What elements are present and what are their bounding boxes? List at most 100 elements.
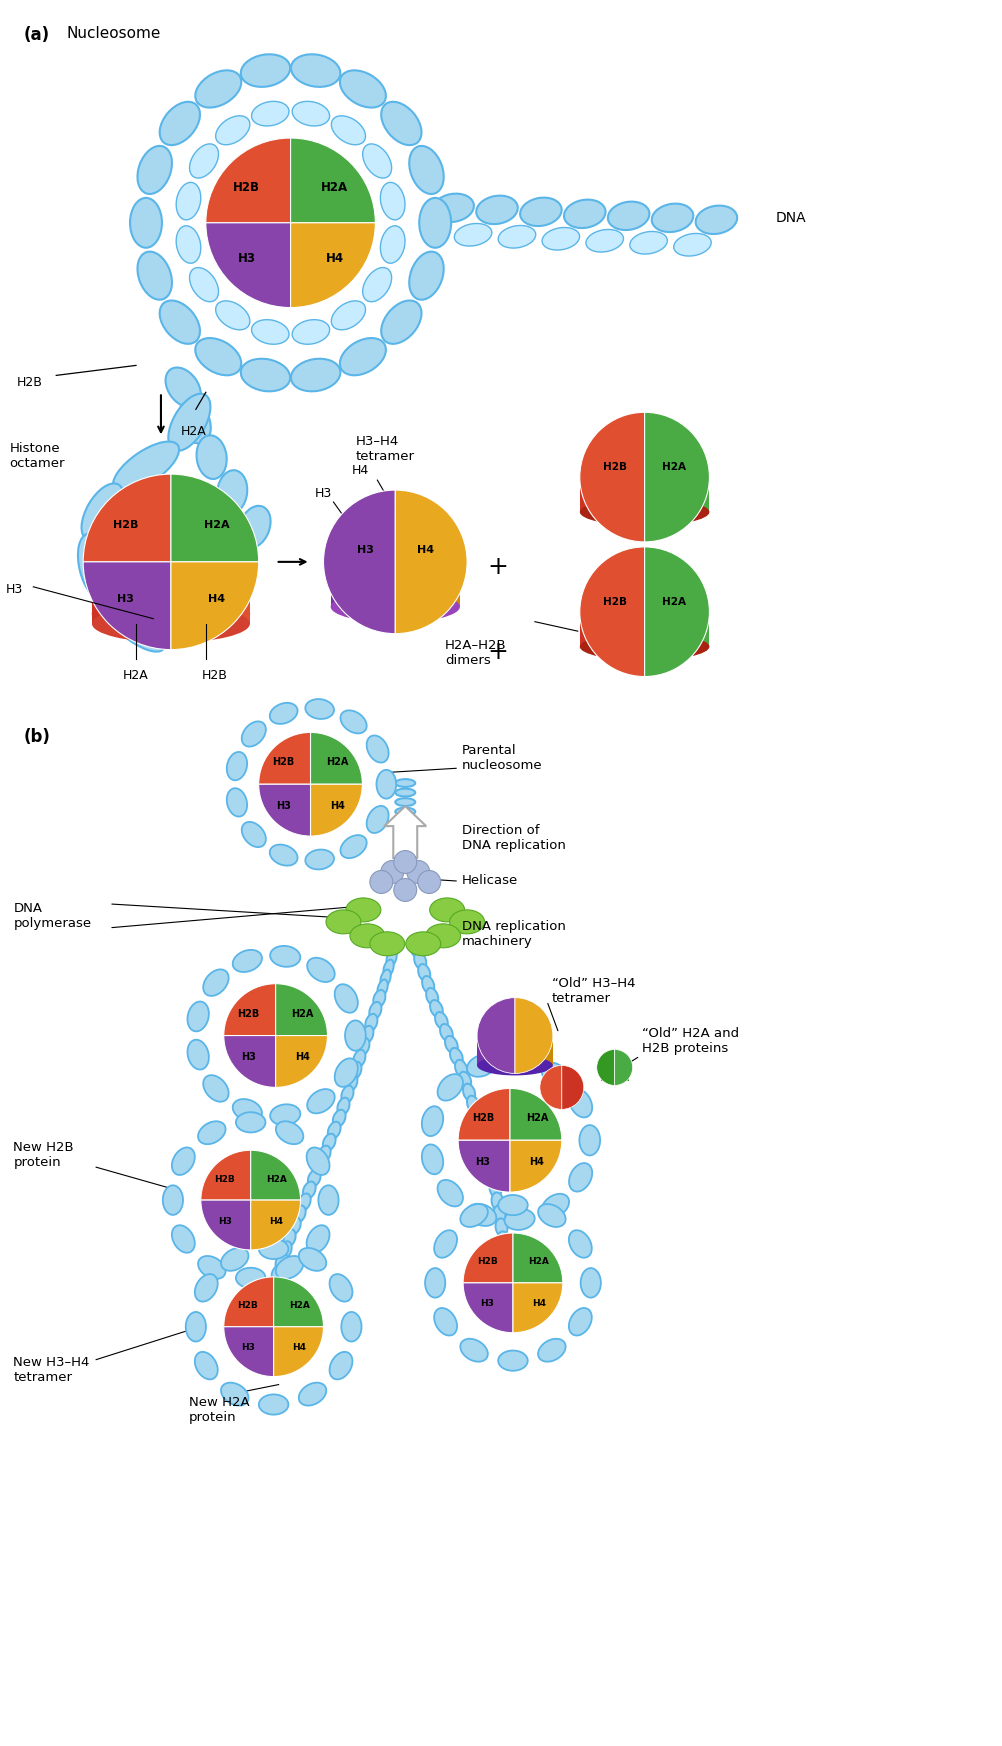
Ellipse shape bbox=[272, 1266, 284, 1283]
Ellipse shape bbox=[440, 1023, 453, 1041]
Ellipse shape bbox=[363, 143, 392, 178]
Ellipse shape bbox=[293, 101, 330, 126]
Wedge shape bbox=[513, 1283, 563, 1332]
Ellipse shape bbox=[569, 1308, 592, 1336]
Ellipse shape bbox=[419, 197, 451, 248]
Ellipse shape bbox=[195, 339, 241, 375]
Wedge shape bbox=[274, 1327, 324, 1376]
Ellipse shape bbox=[137, 251, 172, 300]
Ellipse shape bbox=[187, 1039, 208, 1070]
Polygon shape bbox=[92, 595, 171, 623]
Wedge shape bbox=[274, 1276, 324, 1327]
Ellipse shape bbox=[232, 950, 262, 973]
Ellipse shape bbox=[363, 267, 392, 302]
Ellipse shape bbox=[252, 1341, 265, 1358]
Ellipse shape bbox=[92, 604, 249, 643]
Ellipse shape bbox=[500, 1257, 512, 1275]
Ellipse shape bbox=[342, 1086, 354, 1103]
Ellipse shape bbox=[293, 1205, 306, 1222]
Ellipse shape bbox=[264, 1289, 277, 1308]
Wedge shape bbox=[510, 1140, 562, 1193]
Ellipse shape bbox=[226, 753, 247, 780]
Ellipse shape bbox=[438, 1074, 463, 1100]
Text: (a): (a) bbox=[23, 26, 49, 44]
Wedge shape bbox=[311, 784, 363, 836]
Ellipse shape bbox=[580, 498, 709, 526]
Ellipse shape bbox=[414, 952, 426, 969]
Ellipse shape bbox=[346, 897, 381, 922]
Wedge shape bbox=[83, 475, 171, 562]
Ellipse shape bbox=[307, 1147, 330, 1175]
Circle shape bbox=[394, 850, 417, 873]
Text: H2A: H2A bbox=[181, 426, 206, 438]
Ellipse shape bbox=[396, 798, 415, 807]
Polygon shape bbox=[515, 1035, 553, 1065]
Text: H2A: H2A bbox=[661, 463, 685, 471]
Text: H4: H4 bbox=[270, 1217, 284, 1226]
Ellipse shape bbox=[381, 225, 405, 264]
Ellipse shape bbox=[499, 1245, 511, 1262]
Wedge shape bbox=[463, 1283, 513, 1332]
Ellipse shape bbox=[113, 442, 179, 492]
Wedge shape bbox=[223, 1035, 276, 1088]
Text: Parental
nucleosome: Parental nucleosome bbox=[462, 744, 543, 772]
Ellipse shape bbox=[430, 897, 465, 922]
Wedge shape bbox=[562, 1065, 584, 1109]
Ellipse shape bbox=[467, 1055, 496, 1077]
Wedge shape bbox=[291, 223, 376, 307]
Text: H2B: H2B bbox=[16, 375, 42, 389]
Text: Histone
octamer: Histone octamer bbox=[9, 442, 65, 470]
Ellipse shape bbox=[608, 201, 649, 230]
Circle shape bbox=[370, 871, 393, 894]
Ellipse shape bbox=[695, 206, 737, 234]
Text: H2B: H2B bbox=[237, 1301, 259, 1310]
Ellipse shape bbox=[450, 1048, 463, 1065]
Text: H2B: H2B bbox=[472, 1114, 494, 1123]
Ellipse shape bbox=[159, 300, 200, 344]
Ellipse shape bbox=[358, 1037, 370, 1055]
Text: “Old” H2A and
H2B proteins: “Old” H2A and H2B proteins bbox=[641, 1027, 738, 1055]
Wedge shape bbox=[614, 1049, 632, 1086]
Wedge shape bbox=[515, 997, 553, 1074]
Ellipse shape bbox=[172, 1147, 194, 1175]
Wedge shape bbox=[223, 1276, 274, 1327]
Text: New H2A
protein: New H2A protein bbox=[188, 1395, 249, 1423]
Ellipse shape bbox=[396, 808, 415, 815]
Ellipse shape bbox=[396, 845, 415, 854]
Ellipse shape bbox=[498, 1231, 509, 1248]
Ellipse shape bbox=[396, 779, 415, 787]
Ellipse shape bbox=[467, 1096, 479, 1112]
Ellipse shape bbox=[333, 1110, 346, 1126]
Ellipse shape bbox=[215, 300, 249, 330]
Ellipse shape bbox=[398, 808, 413, 815]
Text: H2A: H2A bbox=[267, 1175, 287, 1184]
Ellipse shape bbox=[541, 1194, 569, 1219]
Wedge shape bbox=[200, 1200, 250, 1250]
Text: H2A: H2A bbox=[528, 1257, 549, 1266]
Ellipse shape bbox=[455, 1060, 467, 1077]
Ellipse shape bbox=[398, 856, 413, 863]
Ellipse shape bbox=[308, 1170, 321, 1187]
Ellipse shape bbox=[189, 267, 218, 302]
Ellipse shape bbox=[342, 1311, 362, 1341]
Text: H2A: H2A bbox=[203, 520, 229, 531]
Text: H2B: H2B bbox=[112, 520, 138, 531]
Ellipse shape bbox=[538, 1339, 565, 1362]
Ellipse shape bbox=[276, 1254, 288, 1271]
Ellipse shape bbox=[498, 225, 536, 248]
Text: H2B: H2B bbox=[477, 1257, 497, 1266]
Ellipse shape bbox=[187, 1002, 208, 1032]
Ellipse shape bbox=[481, 1144, 493, 1161]
Text: H2A: H2A bbox=[292, 1009, 314, 1018]
Ellipse shape bbox=[384, 960, 394, 978]
Ellipse shape bbox=[502, 1283, 514, 1301]
Text: H3: H3 bbox=[277, 801, 291, 812]
Ellipse shape bbox=[240, 54, 291, 87]
Circle shape bbox=[418, 871, 441, 894]
Ellipse shape bbox=[387, 950, 397, 967]
Ellipse shape bbox=[259, 1395, 289, 1414]
Text: H2B: H2B bbox=[603, 597, 627, 608]
Ellipse shape bbox=[445, 1035, 458, 1053]
Ellipse shape bbox=[235, 1268, 266, 1289]
Wedge shape bbox=[205, 138, 291, 223]
